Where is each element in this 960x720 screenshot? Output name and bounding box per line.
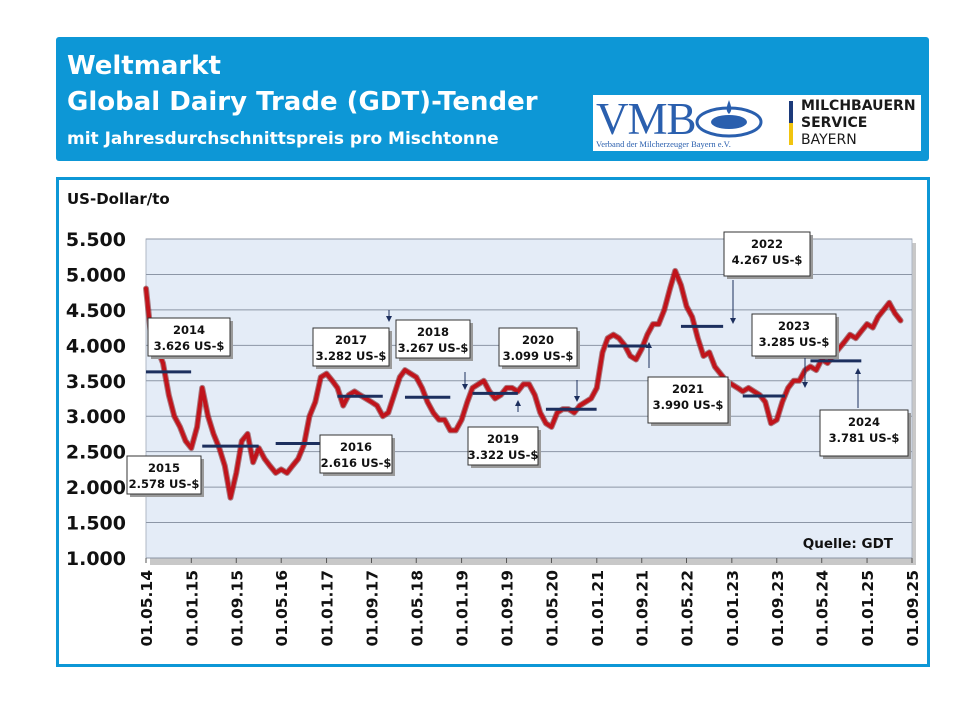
annotation-arrow-head <box>386 316 392 322</box>
y-tick-label: 1.500 <box>66 513 126 535</box>
x-tick-label: 01.05.20 <box>543 570 561 647</box>
x-tick-label: 01.09.17 <box>363 570 381 647</box>
title-banner: Weltmarkt Global Dairy Trade (GDT)-Tende… <box>56 37 929 161</box>
x-tick-label: 01.01.23 <box>724 570 742 647</box>
y-tick-label: 2.500 <box>66 442 126 464</box>
y-tick-label: 4.500 <box>66 300 126 322</box>
annotation-arrow-head <box>462 384 468 390</box>
annotation-year: 2023 <box>778 319 810 333</box>
price-series <box>143 267 904 501</box>
x-tick-label: 01.01.21 <box>589 570 607 647</box>
annotation-value: 2.616 US-$ <box>321 456 392 470</box>
x-tick-label: 01.09.21 <box>634 570 652 647</box>
annotation-value: 3.267 US-$ <box>398 341 469 355</box>
plot-area <box>145 238 913 559</box>
annotation-value: 3.781 US-$ <box>829 431 900 445</box>
annotation-arrow-head <box>574 396 580 402</box>
x-tick-label: 01.01.19 <box>454 570 472 647</box>
annotation-box <box>498 327 578 367</box>
y-axis-label: US-Dollar/to <box>67 190 170 208</box>
vmb-milk-drop-icon <box>695 100 763 138</box>
vmb-logo-text: VMB <box>596 94 697 144</box>
x-tick-label: 01.09.25 <box>904 570 922 647</box>
annotation-box <box>723 231 811 277</box>
annotation-year: 2022 <box>751 237 783 251</box>
annotation-value: 2.578 US-$ <box>129 477 200 491</box>
msb-logo-line-1: MILCHBAUERN <box>801 98 916 114</box>
annotation-arrow-head <box>646 342 652 348</box>
logo-separator <box>789 101 793 145</box>
y-tick-label: 3.500 <box>66 371 126 393</box>
partner-logos: VMB Verband der Milcherzeuger Bayern e.V… <box>593 95 921 151</box>
annotation-year: 2015 <box>148 461 180 475</box>
y-axis-ticks: 1.000 1.500 2.000 2.500 3.000 3.500 4.000 4.500… <box>66 229 126 570</box>
msb-logo-line-3: BAYERN <box>801 132 857 148</box>
x-tick-label: 01.01.15 <box>183 570 201 647</box>
x-tick-label: 01.05.16 <box>273 570 291 647</box>
vmb-logo-subtitle: Verband der Milcherzeuger Bayern e.V. <box>596 139 731 149</box>
annotation-value: 3.099 US-$ <box>503 349 574 363</box>
annotation-year: 2014 <box>173 323 205 337</box>
annotation-year: 2024 <box>848 415 880 429</box>
annotation-box <box>647 376 729 424</box>
price-line <box>144 268 903 500</box>
x-tick-label: 01.05.14 <box>138 570 156 647</box>
annotation-arrow-head <box>730 318 736 324</box>
x-tick-label: 01.01.25 <box>859 570 877 647</box>
annotation-value: 3.285 US-$ <box>759 335 830 349</box>
annotation-year: 2018 <box>417 325 449 339</box>
title-line-2: Global Dairy Trade (GDT)-Tender <box>67 87 538 117</box>
annual-averages: 2014 3.626 US-$ 2015 2.578 US-$ 2016 2.616 US… <box>126 231 911 497</box>
x-tick-label: 01.05.24 <box>814 570 832 647</box>
annotation-box <box>319 434 393 474</box>
y-tick-label: 1.000 <box>66 548 126 570</box>
annotation-box <box>395 319 471 359</box>
annotation-value: 3.282 US-$ <box>316 349 387 363</box>
annotation-arrow-head <box>855 368 861 374</box>
y-tick-label: 5.500 <box>66 229 126 251</box>
x-tick-label: 01.05.22 <box>679 570 697 647</box>
annotation-year: 2016 <box>340 440 372 454</box>
annotation-box <box>126 455 202 495</box>
annotation-arrow-head <box>802 382 808 388</box>
annotation-box <box>819 409 909 457</box>
x-tick-label: 01.09.23 <box>769 570 787 647</box>
annotation-year: 2017 <box>335 333 367 347</box>
annotation-arrow-head <box>515 400 521 406</box>
source-note: Quelle: GDT <box>803 536 894 552</box>
x-tick-label: 01.05.18 <box>408 570 426 647</box>
annotation-value: 3.626 US-$ <box>154 339 225 353</box>
y-tick-label: 2.000 <box>66 477 126 499</box>
y-tick-label: 5.000 <box>66 264 126 286</box>
annotation-year: 2019 <box>487 432 519 446</box>
x-tick-label: 01.09.19 <box>499 570 517 647</box>
annotation-box <box>467 426 539 466</box>
y-tick-label: 4.000 <box>66 335 126 357</box>
annotation-box <box>147 317 231 357</box>
title-line-3: mit Jahresdurchschnittspreis pro Mischto… <box>67 129 499 149</box>
annotation-year: 2020 <box>522 333 554 347</box>
x-axis-ticks: 01.05.14 01.01.15 01.09.15 01.05.16 01.01.17… <box>138 558 922 647</box>
annotation-value: 4.267 US-$ <box>732 253 803 267</box>
x-tick-label: 01.09.15 <box>228 570 246 647</box>
x-tick-label: 01.01.17 <box>319 570 337 647</box>
y-tick-label: 3.000 <box>66 406 126 428</box>
annotation-value: 3.990 US-$ <box>653 398 724 412</box>
title-line-1: Weltmarkt <box>67 51 221 81</box>
msb-logo-line-2: SERVICE <box>801 115 868 131</box>
annotation-box <box>312 327 390 367</box>
annotation-box <box>751 313 837 357</box>
annotation-year: 2021 <box>672 382 704 396</box>
annotation-value: 3.322 US-$ <box>468 448 539 462</box>
